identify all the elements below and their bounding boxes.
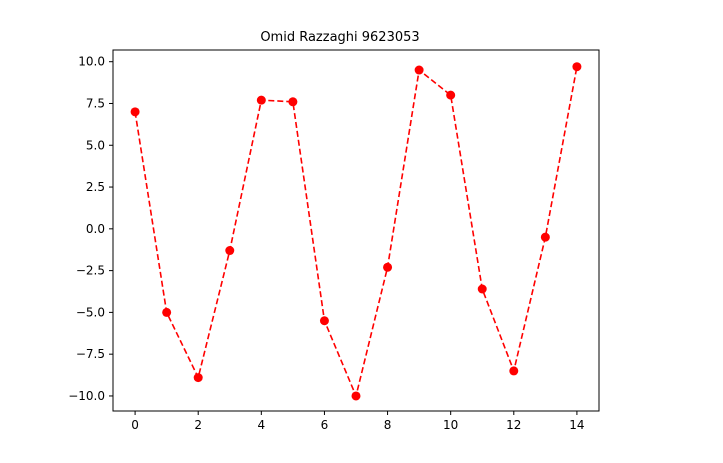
data-point	[477, 284, 487, 294]
y-tick-label: 7.5	[86, 96, 105, 110]
y-tick-label: −7.5	[76, 347, 105, 361]
x-tick-label: 4	[258, 418, 266, 432]
x-axis: 0 2 4 6 8 10 12 14	[131, 411, 585, 432]
plot-frame	[112, 49, 600, 412]
x-tick-label: 2	[194, 418, 202, 432]
x-tick-label: 6	[321, 418, 329, 432]
x-tick-label: 12	[506, 418, 521, 432]
data-point	[162, 307, 172, 317]
data-point	[193, 373, 203, 383]
data-point	[225, 246, 235, 256]
y-tick-label: −2.5	[76, 264, 105, 278]
chart-title: Omid Razzaghi 9623053	[260, 30, 419, 45]
y-tick-label: 2.5	[86, 180, 105, 194]
data-point	[130, 107, 140, 117]
y-tick-label: 0.0	[86, 222, 105, 236]
plot-area	[113, 50, 599, 411]
x-tick-label: 14	[569, 418, 584, 432]
data-point	[351, 391, 361, 401]
x-tick-label: 0	[131, 418, 139, 432]
y-axis: 10.0 7.5 5.0 2.5 0.0 −2.5 −5.0 −7.5 −10.0	[68, 55, 113, 403]
data-point	[288, 97, 298, 107]
x-tick-label: 10	[443, 418, 458, 432]
data-point	[446, 90, 456, 100]
y-tick-label: −5.0	[76, 305, 105, 319]
data-point	[540, 232, 550, 242]
y-tick-label: −10.0	[68, 389, 105, 403]
data-point	[509, 366, 519, 376]
data-point	[572, 62, 582, 72]
y-tick-label: 10.0	[78, 55, 105, 69]
data-point	[256, 95, 266, 105]
data-point	[383, 262, 393, 272]
y-tick-label: 5.0	[86, 138, 105, 152]
data-point	[319, 316, 329, 326]
marker-layer	[130, 62, 582, 401]
x-tick-label: 8	[384, 418, 392, 432]
data-point	[414, 65, 424, 75]
